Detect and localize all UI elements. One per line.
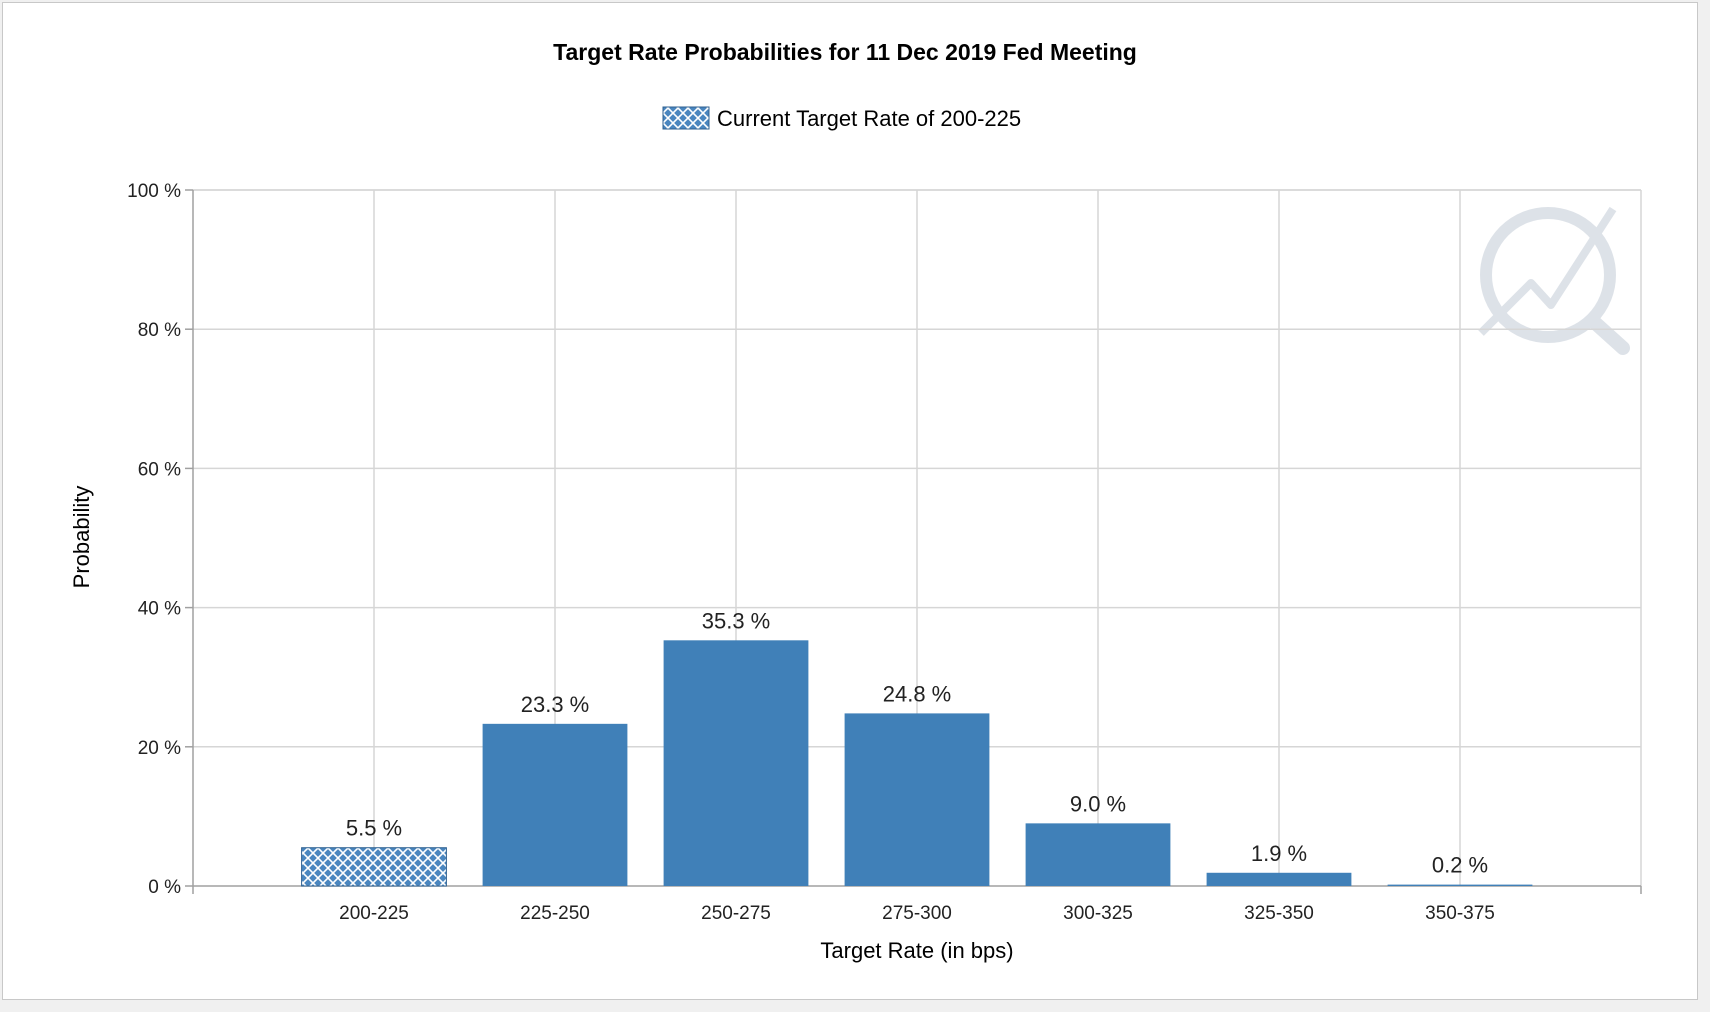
bar-chart: Target Rate Probabilities for 11 Dec 201… (69, 39, 1642, 963)
bar-325-350 (1206, 872, 1352, 886)
bar-225-250 (482, 723, 628, 886)
labels: 0 % 20 % 40 % 60 % 80 % 100 % 5.5 % 200-225 23.3… (127, 181, 1495, 924)
x-tick-label-350-375: 350-375 (1425, 903, 1495, 924)
bar-300-325 (1025, 823, 1171, 886)
legend: Current Target Rate of 200-225 (662, 106, 1021, 131)
x-tick-label-250-275: 250-275 (701, 903, 771, 924)
y-tick-label: 20 % (138, 738, 181, 759)
legend-swatch (662, 106, 710, 130)
data-label-325-350: 1.9 % (1251, 841, 1307, 866)
x-axis-label: Target Rate (in bps) (820, 938, 1013, 963)
bar-250-275 (663, 640, 809, 886)
y-tick-label: 0 % (148, 877, 181, 898)
x-tick-label-200-225: 200-225 (339, 903, 409, 924)
y-tick-label: 60 % (138, 459, 181, 480)
x-tick-label-325-350: 325-350 (1244, 903, 1314, 924)
bars (301, 640, 1533, 887)
data-label-200-225: 5.5 % (346, 816, 402, 841)
x-tick-label-225-250: 225-250 (520, 903, 590, 924)
quikstrike-logo-icon (1478, 206, 1630, 355)
data-label-350-375: 0.2 % (1432, 853, 1488, 878)
bar-200-225 (301, 847, 447, 887)
legend-label: Current Target Rate of 200-225 (717, 106, 1021, 131)
chart-title: Target Rate Probabilities for 11 Dec 201… (553, 39, 1137, 65)
bar-275-300 (844, 713, 990, 886)
y-axis-label: Probability (69, 486, 94, 589)
bar-350-375 (1387, 884, 1533, 886)
y-tick-label: 40 % (138, 599, 181, 620)
data-label-275-300: 24.8 % (883, 681, 952, 706)
x-tick-label-300-325: 300-325 (1063, 903, 1133, 924)
y-tick-label: 100 % (127, 181, 181, 202)
data-label-225-250: 23.3 % (521, 692, 590, 717)
chart-panel: Target Rate Probabilities for 11 Dec 201… (2, 2, 1698, 1000)
y-tick-label: 80 % (138, 320, 181, 341)
x-tick-label-275-300: 275-300 (882, 903, 952, 924)
data-label-300-325: 9.0 % (1070, 791, 1126, 816)
data-label-250-275: 35.3 % (702, 608, 771, 633)
